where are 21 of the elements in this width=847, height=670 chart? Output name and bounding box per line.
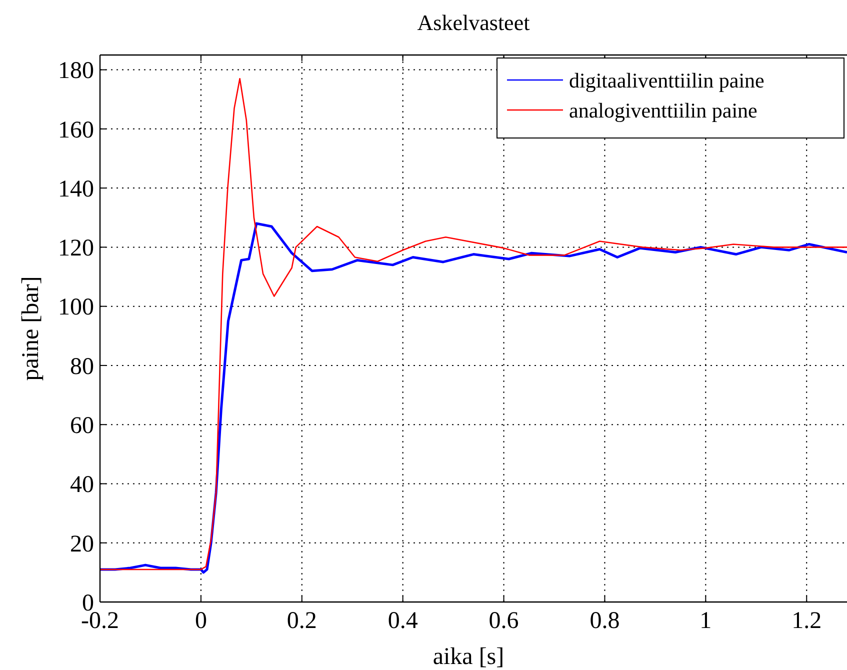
- legend-label: analogiventtiilin paine: [569, 98, 758, 122]
- y-tick-label: 40: [70, 472, 94, 498]
- y-tick-label: 100: [58, 294, 94, 321]
- y-tick-label: 20: [70, 531, 94, 558]
- x-tick-label: 0.2: [286, 608, 317, 634]
- y-tick-label: 80: [70, 354, 94, 380]
- x-tick-label: 0.8: [590, 608, 620, 634]
- y-axis-title: paine [bar]: [18, 276, 44, 381]
- y-tick-label: 60: [70, 412, 94, 439]
- legend-label: digitaaliventtiilin paine: [569, 68, 764, 92]
- x-tick-label: 0.6: [488, 608, 519, 634]
- x-axis-title: aika [s]: [432, 644, 504, 670]
- x-tick-label: 1.2: [792, 608, 822, 634]
- y-tick-label: 140: [58, 176, 94, 202]
- x-tick-label: 1: [700, 608, 712, 634]
- y-tick-label: 160: [58, 117, 94, 144]
- x-tick-label: 0: [194, 608, 207, 634]
- y-tick-label: 120: [58, 236, 94, 262]
- chart-title: Askelvasteet: [417, 10, 530, 35]
- x-tick-label: 0.4: [388, 608, 418, 634]
- y-tick-label: 180: [58, 58, 94, 84]
